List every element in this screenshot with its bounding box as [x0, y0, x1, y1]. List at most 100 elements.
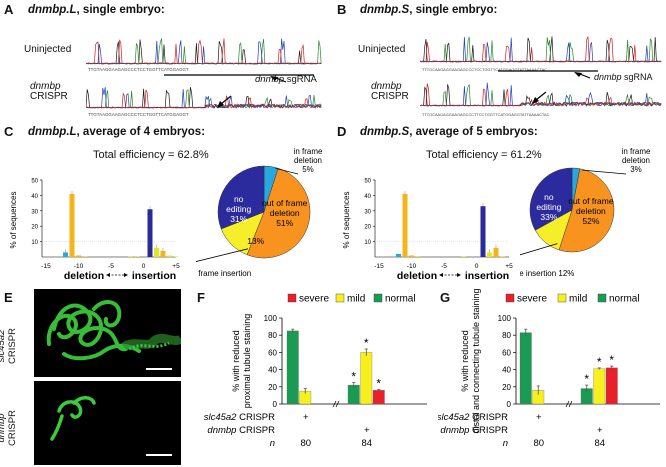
pie-label-in-frame-deletion: deletion [622, 156, 650, 165]
panel-a-crispr-gene: dnmbp [30, 81, 61, 92]
sgrna-word: sgRNA [624, 72, 653, 82]
panel-b-title: dnmbp.S, single embryo: [360, 4, 497, 16]
significance-star: * [351, 370, 356, 384]
legend-swatch-mild [557, 293, 567, 303]
panel-e-top-gene: slc45a2 [0, 329, 7, 363]
sgrna-arrow-line [275, 77, 287, 83]
panel-a-sgrna-label: dnmbp sgRNA [255, 75, 317, 85]
chromatogram-crispr [86, 87, 322, 109]
pie-label-out-frame-insertion: out of frame insertion [196, 269, 251, 278]
y-tick-label: 40 [364, 194, 371, 200]
panel-e-top-word: CRISPR [7, 328, 18, 364]
bar-severe [605, 367, 618, 405]
panel-a-gene: dnmbp.L [28, 4, 77, 16]
table-cell: 80 [300, 438, 311, 449]
mutation-arrow-line [220, 95, 232, 105]
pie-label-no-editing: no [234, 194, 244, 204]
sequence-uninjected: TTTGCAAGAGGAAGAGCCCTCCTGGTTCATGGAGGTATTA… [422, 67, 547, 72]
sequence-uninjected: TTGTAAGGAAGAGCCCTCCTGGTTCATGGAGGT [88, 67, 189, 72]
panel-a-uninjected-label: Uninjected [24, 44, 72, 55]
table-row-label: dnmbp CRISPR [440, 425, 508, 436]
panel-c-histogram: 10 20 30 40 50 -15 -10 -5 0 +5 % of sequences delet… [9, 179, 180, 281]
y-tick-label: 20 [268, 383, 277, 392]
x-tick-label: 0 [142, 263, 146, 270]
x-tick-label: +5 [172, 263, 180, 270]
pie-slice [217, 165, 265, 230]
pie-label-no-editing-pct: 31% [230, 214, 247, 224]
histogram-bar [487, 252, 492, 257]
sgrna-gene: dnmbp [255, 74, 285, 85]
panel-a-title: dnmbp.L, single embryo: [28, 4, 165, 16]
y-tick-label: 10 [31, 240, 38, 246]
mutation-arrow-head [532, 97, 539, 104]
pie-label-out-frame-deletion: deletion [576, 206, 606, 216]
pie-label-in-frame-deletion: deletion [294, 156, 322, 165]
x-tick-label: +5 [505, 263, 513, 270]
chromatogram-crispr [420, 82, 662, 107]
significance-star: * [597, 355, 602, 369]
y-tick-label: 100 [498, 314, 512, 323]
histogram-bar [500, 256, 505, 257]
bar-mild [360, 352, 373, 405]
table-cell: 84 [594, 438, 605, 449]
table-row-label: slc45a2 CRISPR [438, 412, 508, 423]
legend-swatch-severe [287, 293, 297, 303]
panel-d-title: dnmbp.S, average of 5 embryos: [360, 126, 538, 138]
x-tick-label: -5 [441, 263, 447, 270]
pie-label-in-frame-deletion: in frame [622, 147, 651, 156]
pie-slice [529, 167, 573, 231]
panel-a-chromatogram: TTGTAAGGAAGAGCCCTCCTGGTTCATGGAGGT TTGTAA… [86, 38, 322, 117]
table-cell: + [597, 425, 603, 436]
y-tick-label: 30 [364, 209, 371, 215]
panel-b-crispr-label: dnmbp CRISPR [371, 82, 409, 102]
pie-label-out-frame-deletion: out of frame [568, 196, 614, 206]
y-tick-label: 60 [502, 348, 511, 357]
panel-b-crispr-word: CRISPR [371, 91, 409, 102]
panel-b-subtitle: , single embryo: [409, 4, 498, 16]
y-tick-label: 20 [502, 383, 511, 392]
significance-star: * [376, 376, 381, 390]
y-tick-label: 40 [502, 366, 511, 375]
y-tick-label: 40 [268, 366, 277, 375]
deletion-label: deletion [397, 270, 437, 280]
x-tick-label: -10 [407, 263, 417, 270]
y-axis-label: % of sequences [342, 192, 351, 249]
sequence-crispr: TTTGCAAGAGGAAGAGCCCTTCCTGGTTCATGGAGGTATT… [422, 112, 550, 117]
deletion-label: deletion [64, 270, 104, 280]
y-tick-label: 100 [264, 314, 278, 323]
pie-label-in-frame-deletion-pct: 5% [302, 165, 314, 174]
pie-label-out-frame-deletion-pct: 52% [582, 216, 599, 226]
pie-label-out-frame-deletion: deletion [270, 208, 300, 218]
panel-b-sgrna-label: dnmbp sgRNA [594, 72, 653, 82]
pie-label-out-frame-insertion: out of frame insertion 12% [520, 269, 574, 278]
histogram-bar [63, 252, 68, 257]
panel-g-chart: severe mild normal 0 20 40 60 80 100 % with reduc… [438, 288, 660, 449]
y-tick-label: 0 [273, 400, 278, 409]
panel-c-letter: C [4, 124, 14, 139]
legend-label-mild: mild [347, 294, 365, 305]
table-row-label: dnmbp CRISPR [207, 425, 275, 436]
histogram-bar [69, 193, 75, 257]
legend-label-normal: normal [385, 294, 416, 305]
chromatogram-uninjected [86, 38, 322, 65]
table-row-label: n [270, 438, 275, 449]
histogram-bar [396, 253, 401, 257]
y-tick-label: 0 [507, 400, 512, 409]
chromatogram-uninjected [420, 36, 662, 63]
panel-e-bottom-label: dnmbp CRISPR [0, 410, 34, 452]
histogram-bar [461, 256, 466, 257]
panel-f-chart: severe mild normal 0 20 40 60 80 100 % with reduc… [204, 293, 427, 449]
panel-e-top-label: slc45a2 CRISPR [0, 328, 34, 370]
histogram-bar [402, 193, 408, 257]
pie-slice [558, 168, 615, 253]
y-axis-label: % of sequences [9, 192, 18, 249]
panel-b-crispr-gene: dnmbp [371, 81, 402, 92]
sequence-crispr: TTGTAAGGAAGAGCCCTCCTGGTTCATGGAGGT [88, 112, 189, 117]
legend-label-severe: severe [517, 294, 547, 305]
panel-d-subtitle: , average of 5 embryos: [409, 126, 538, 138]
y-tick-label: 20 [364, 225, 371, 231]
histogram-bar [493, 247, 499, 257]
sgrna-arrow-head [270, 76, 278, 81]
legend-swatch-normal [597, 293, 607, 303]
legend-swatch-mild [335, 293, 345, 303]
